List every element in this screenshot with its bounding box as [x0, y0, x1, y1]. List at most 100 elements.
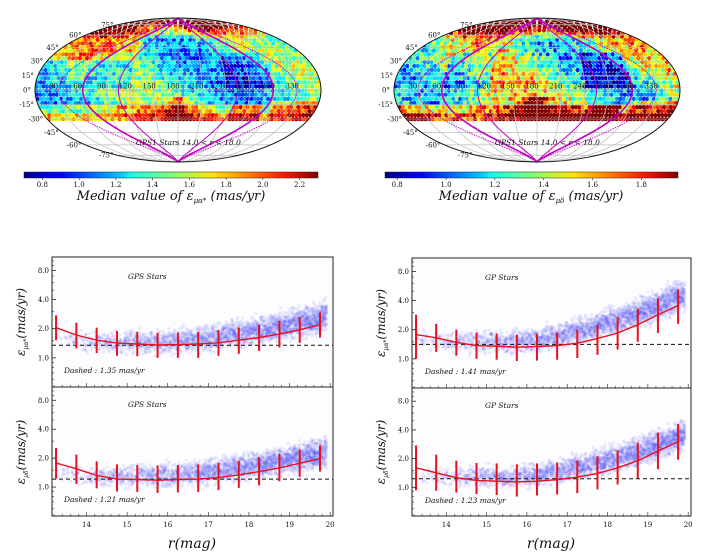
sky-pixel	[548, 113, 554, 118]
sky-pixel	[531, 48, 536, 53]
sky-pixel	[430, 109, 435, 114]
sky-pixel	[145, 67, 150, 73]
sky-pixel	[514, 37, 520, 42]
sky-pixel	[279, 80, 284, 85]
colorbar-tick-label: 1.4	[538, 181, 550, 189]
sky-pixel	[278, 100, 283, 106]
sky-pixel	[260, 84, 265, 89]
sky-pixel	[408, 96, 413, 101]
sky-pixel	[167, 76, 172, 81]
sky-pixel	[500, 88, 505, 93]
sky-pixel	[258, 105, 264, 110]
sky-pixel	[116, 109, 121, 114]
sky-pixel	[85, 80, 90, 85]
sky-pixel	[655, 105, 660, 110]
sky-pixel	[280, 88, 285, 93]
sky-pixel	[594, 59, 599, 65]
sky-pixel	[165, 52, 170, 57]
sky-pixel	[501, 96, 506, 101]
sky-pixel	[54, 92, 60, 97]
sky-pixel	[626, 88, 631, 93]
sky-pixel	[449, 44, 454, 50]
sky-pixel	[459, 41, 464, 46]
sky-pixel	[287, 88, 292, 93]
sky-pixel	[524, 96, 530, 101]
sky-pixel	[475, 113, 480, 118]
sky-pixel	[233, 67, 238, 73]
sky-pixel	[249, 96, 254, 101]
sky-pixel	[522, 37, 528, 42]
sky-pixel	[586, 56, 591, 61]
sky-pixel	[522, 56, 527, 61]
sky-pixel	[606, 100, 612, 106]
sky-pixel	[120, 56, 125, 61]
sky-pixel	[536, 92, 541, 97]
sky-pixel	[639, 92, 644, 97]
sky-pixel	[308, 67, 313, 73]
sky-pixel	[649, 92, 654, 97]
sky-pixel	[506, 88, 511, 93]
longitude-label: 330	[645, 83, 658, 91]
sky-pixel	[527, 113, 533, 118]
sky-pixel	[541, 96, 546, 101]
sky-pixel	[478, 37, 483, 42]
magenta-curve	[536, 18, 598, 162]
sky-pixel	[571, 80, 576, 85]
sky-pixel	[263, 84, 269, 89]
sky-pixel	[509, 109, 514, 114]
graticule-lon	[177, 18, 250, 162]
sky-pixel	[289, 105, 294, 110]
sky-pixel	[559, 37, 564, 42]
sky-pixel	[544, 80, 550, 85]
sky-pixel	[591, 63, 597, 69]
sky-pixel	[598, 96, 603, 101]
sky-pixel	[170, 56, 175, 61]
sky-pixel	[493, 88, 498, 93]
sky-pixel	[433, 88, 438, 93]
sky-pixel	[488, 96, 493, 101]
sky-pixel	[610, 52, 615, 57]
sky-pixel	[114, 52, 119, 57]
sky-pixel	[566, 92, 571, 97]
sky-pixel	[628, 113, 634, 118]
sky-pixel	[562, 113, 567, 118]
sky-pixel	[235, 105, 240, 110]
sky-pixel	[297, 113, 302, 118]
longitude-label: 330	[286, 83, 299, 91]
sky-pixel	[496, 76, 501, 81]
sky-pixel	[240, 88, 245, 93]
sky-pixel	[471, 109, 476, 114]
sky-pixel	[306, 96, 311, 101]
sky-pixel	[201, 41, 206, 46]
sky-pixel	[189, 67, 194, 73]
x-tick-label: 18	[603, 521, 612, 529]
sky-pixel	[151, 37, 156, 42]
sky-pixel	[203, 113, 208, 118]
sky-pixel	[222, 52, 227, 57]
sky-pixel	[449, 76, 454, 81]
sky-pixel	[269, 109, 275, 114]
sky-pixel	[134, 113, 139, 118]
sky-pixel	[74, 88, 79, 93]
sky-pixel	[446, 48, 451, 53]
sky-pixel	[520, 59, 526, 65]
sky-pixel	[599, 41, 604, 46]
sky-pixel	[229, 52, 235, 57]
sky-pixel	[472, 76, 477, 81]
sky-pixel	[488, 63, 493, 69]
sky-pixel	[490, 84, 495, 89]
sky-pixel	[487, 67, 492, 73]
sky-pixel	[546, 100, 551, 106]
map-annotation-left: GPS1 Stars 14.0 < r < 18.0	[136, 138, 241, 147]
sky-pixel	[645, 80, 650, 85]
sky-pixel	[64, 84, 69, 89]
sky-pixel	[68, 113, 73, 118]
plot-area	[52, 387, 333, 516]
sky-pixel	[254, 88, 259, 93]
sky-pixel	[155, 80, 160, 85]
sky-pixel	[116, 105, 121, 110]
sky-pixel	[125, 67, 130, 73]
sky-pixel	[441, 52, 446, 57]
sky-pixel	[210, 92, 215, 97]
sky-pixel	[641, 96, 647, 101]
